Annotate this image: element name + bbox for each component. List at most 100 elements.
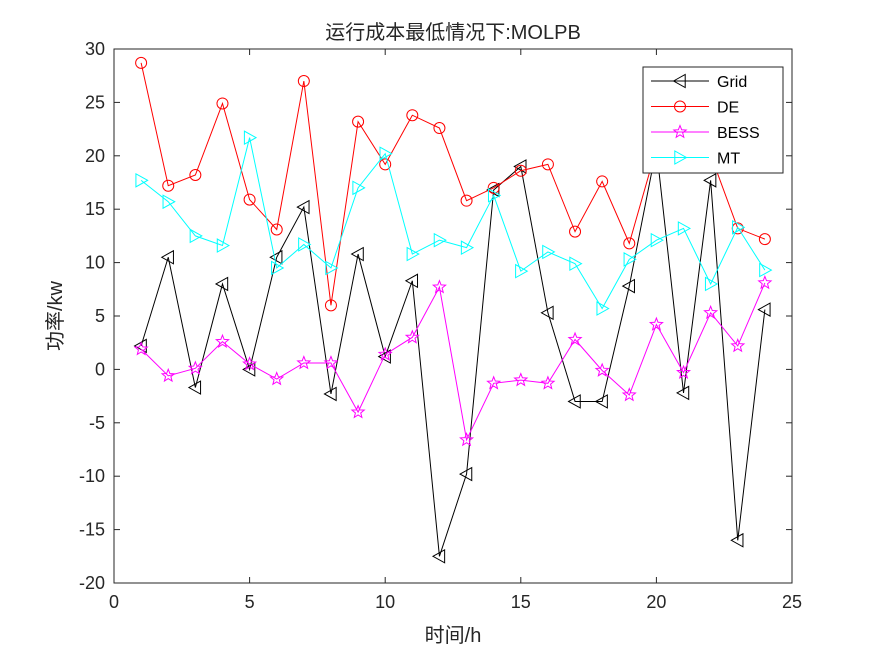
series-bess <box>133 275 773 447</box>
data-point-grid <box>513 159 527 174</box>
data-point-mt <box>189 228 203 244</box>
legend-label: BESS <box>717 125 760 142</box>
data-point-de <box>135 56 148 69</box>
data-point-bess <box>377 346 393 361</box>
data-point-de <box>189 169 202 182</box>
data-point-mt <box>650 232 664 248</box>
y-tick-label: 30 <box>85 39 105 59</box>
data-point-mt <box>243 130 258 145</box>
data-point-bess <box>730 338 746 353</box>
data-point-de <box>324 299 337 312</box>
series-line-mt <box>140 137 766 310</box>
data-point-grid <box>187 380 202 395</box>
data-point-de <box>406 109 419 122</box>
data-point-grid <box>757 302 771 317</box>
legend-label: DE <box>717 100 739 117</box>
data-point-de <box>216 97 229 110</box>
data-point-mt <box>135 173 149 188</box>
data-point-grid <box>214 276 229 292</box>
data-point-de <box>514 164 527 177</box>
x-tick-label: 5 <box>245 592 255 612</box>
data-point-bess <box>648 316 664 331</box>
data-point-bess <box>594 362 610 377</box>
data-point-bess <box>567 331 583 346</box>
y-axis-label: 功率/kw <box>44 280 67 351</box>
legend-label: Grid <box>717 74 747 91</box>
data-point-bess <box>350 404 366 419</box>
data-point-grid <box>323 386 337 402</box>
x-axis-label: 时间/h <box>425 624 482 647</box>
data-point-mt <box>379 146 393 162</box>
data-point-grid <box>567 394 581 409</box>
data-point-bess <box>703 304 719 320</box>
x-tick-label: 20 <box>646 592 666 612</box>
series-line-bess <box>140 282 766 442</box>
data-point-bess <box>214 333 230 349</box>
data-point-grid <box>431 548 446 564</box>
data-point-de <box>352 115 365 128</box>
data-point-mt <box>433 232 447 248</box>
x-tick-label: 15 <box>511 592 531 612</box>
data-point-mt <box>352 180 366 196</box>
data-point-grid <box>404 273 419 289</box>
data-point-mt <box>325 260 339 276</box>
data-point-grid <box>377 349 391 364</box>
legend-marker <box>672 73 686 89</box>
legend: Grid DE BESS MT <box>642 66 784 174</box>
data-point-bess <box>757 275 773 290</box>
data-point-grid <box>621 278 635 294</box>
data-point-bess <box>540 375 556 390</box>
chart-title: 运行成本最低情况下:MOLPB <box>325 21 581 44</box>
y-tick-label: 10 <box>85 253 105 273</box>
data-point-grid <box>160 249 174 265</box>
data-point-de <box>243 193 256 206</box>
legend-item-grid: Grid <box>651 73 747 91</box>
y-tick-label: -10 <box>79 466 105 486</box>
data-point-grid <box>459 466 473 482</box>
data-point-grid <box>594 394 608 409</box>
data-point-grid <box>242 362 256 377</box>
data-point-mt <box>677 221 692 236</box>
data-point-bess <box>187 360 203 375</box>
data-point-bess <box>133 341 149 356</box>
data-point-de <box>758 233 771 246</box>
data-point-mt <box>623 252 637 267</box>
data-point-bess <box>296 355 312 370</box>
data-point-de <box>379 158 392 171</box>
legend-marker <box>674 150 688 165</box>
data-point-bess <box>459 432 475 447</box>
data-point-grid <box>269 249 283 265</box>
data-point-bess <box>242 356 258 371</box>
data-point-mt <box>298 237 312 252</box>
data-point-mt <box>542 244 556 260</box>
legend-marker <box>674 100 686 113</box>
data-point-mt <box>596 301 610 316</box>
data-point-mt <box>271 260 285 276</box>
y-tick-label: 0 <box>95 359 105 379</box>
data-point-mt <box>460 240 475 255</box>
data-point-grid <box>350 246 364 262</box>
y-tick-label: -20 <box>79 573 105 593</box>
legend-marker <box>672 124 688 139</box>
data-point-bess <box>269 371 285 386</box>
data-point-de <box>569 225 582 238</box>
series-grid <box>133 140 771 564</box>
data-point-bess <box>431 279 447 294</box>
data-point-bess <box>404 329 420 344</box>
data-point-mt <box>487 187 502 203</box>
data-point-de <box>487 181 500 194</box>
y-tick-label: 25 <box>85 92 105 112</box>
data-point-grid <box>675 385 690 401</box>
data-point-de <box>162 179 175 192</box>
x-tick-label: 10 <box>375 592 395 612</box>
data-point-mt <box>406 246 420 262</box>
series-line-grid <box>140 148 766 557</box>
data-point-mt <box>759 262 773 278</box>
x-tick-label: 25 <box>782 592 802 612</box>
y-tick-label: 5 <box>95 306 105 326</box>
data-point-grid <box>730 532 744 548</box>
y-tick-label: -5 <box>89 413 105 433</box>
data-point-grid <box>133 338 147 354</box>
data-point-bess <box>621 387 637 402</box>
